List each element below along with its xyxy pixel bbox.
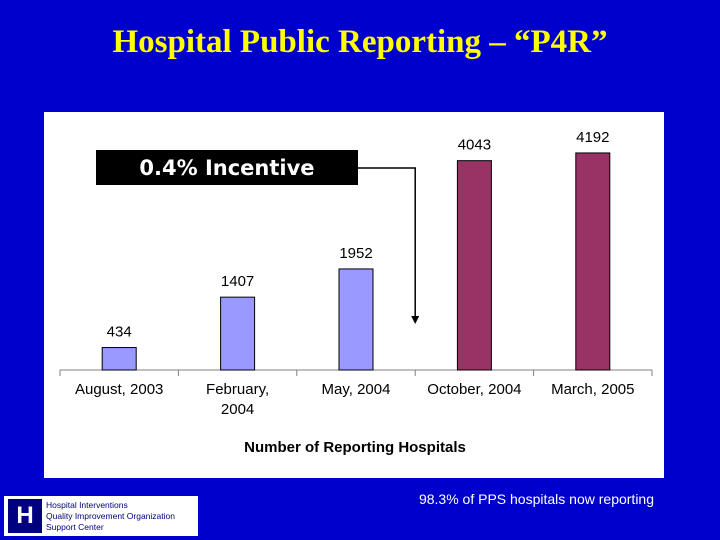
x-tick-label: August, 2003 xyxy=(75,381,163,398)
x-tick-label: March, 2005 xyxy=(551,381,634,398)
logo-line: Quality Improvement Organization xyxy=(46,510,175,521)
footer-note: 98.3% of PPS hospitals now reporting xyxy=(418,491,654,507)
logo-h-icon: H xyxy=(8,499,42,533)
slide-title: Hospital Public Reporting – “P4R” xyxy=(112,24,608,60)
data-label: 1952 xyxy=(339,245,372,262)
bar xyxy=(220,296,256,371)
data-label: 434 xyxy=(107,324,132,341)
x-tick-label-line: October, 2004 xyxy=(427,381,521,398)
data-label: 4043 xyxy=(458,137,491,154)
x-tick-label-line: February, xyxy=(206,381,269,398)
logo-line: Hospital Interventions xyxy=(46,499,128,510)
x-tick-label-line: March, 2005 xyxy=(551,381,634,398)
logo-text: Hospital Interventions Quality Improveme… xyxy=(46,500,175,533)
incentive-label: 0.4% Incentive xyxy=(96,150,358,185)
bar-chart: 434 August, 2003 1407 February, 2004 1952 May,… xyxy=(59,129,653,456)
chart-panel: 434 August, 2003 1407 February, 2004 1952 May,… xyxy=(44,112,664,478)
x-tick-label: May, 2004 xyxy=(322,381,391,398)
incentive-connector-line xyxy=(358,167,416,318)
data-label: 1407 xyxy=(221,273,254,290)
x-tick-label: October, 2004 xyxy=(427,381,521,398)
arrow-head-icon xyxy=(411,316,420,324)
organization-logo: H Hospital Interventions Quality Improve… xyxy=(4,496,198,536)
bar xyxy=(338,268,374,371)
bar xyxy=(575,152,611,371)
x-tick-label: February, 2004 xyxy=(206,381,269,418)
x-tick-label-line: May, 2004 xyxy=(322,381,391,398)
x-tick-label-line: August, 2003 xyxy=(75,381,163,398)
logo-line: Support Center xyxy=(46,521,104,532)
x-axis-title: Number of Reporting Hospitals xyxy=(244,439,466,456)
bar xyxy=(101,347,137,371)
x-tick-label-line: 2004 xyxy=(221,401,254,418)
data-label: 4192 xyxy=(576,129,609,146)
bar xyxy=(456,160,492,371)
